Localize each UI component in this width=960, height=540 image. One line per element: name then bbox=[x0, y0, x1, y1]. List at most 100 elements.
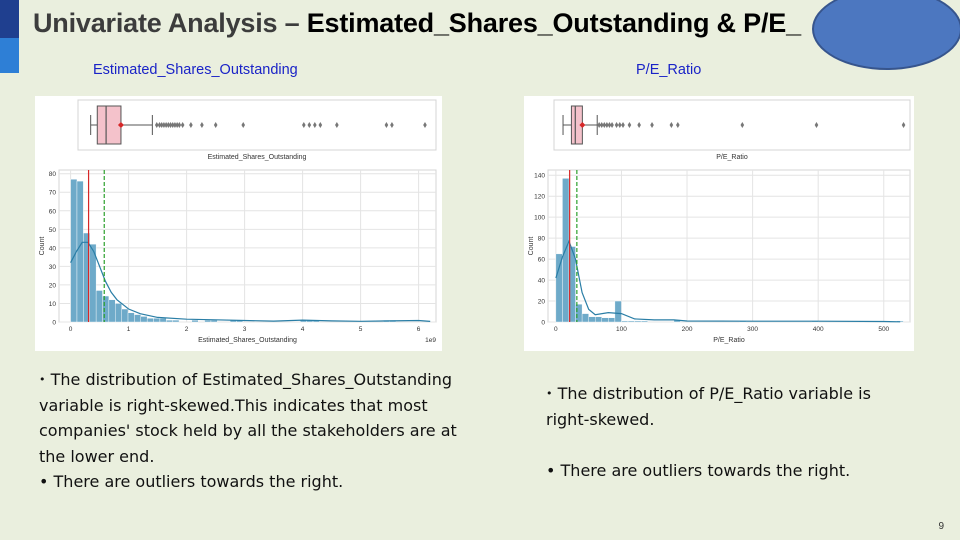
boxplot-outlier-point bbox=[814, 122, 819, 128]
kde-line bbox=[70, 241, 431, 322]
histogram-x-tick-label: 500 bbox=[878, 326, 889, 333]
title-prefix: Univariate Analysis – bbox=[33, 8, 300, 38]
histogram-x-tick-label: 300 bbox=[747, 326, 758, 333]
histogram-bar bbox=[588, 316, 596, 323]
histogram-bar bbox=[121, 308, 129, 323]
histogram-y-tick-label: 60 bbox=[49, 208, 57, 215]
histogram-bar bbox=[127, 312, 135, 323]
accent-bar-dark bbox=[0, 0, 19, 38]
histogram-bar bbox=[102, 295, 110, 323]
histogram-bar bbox=[95, 290, 103, 323]
boxplot-outlier-point bbox=[637, 122, 641, 128]
histogram-y-tick-label: 60 bbox=[538, 257, 546, 264]
histogram-bar bbox=[204, 319, 212, 323]
histogram-bar bbox=[627, 320, 635, 323]
histogram-y-tick-label: 120 bbox=[534, 194, 545, 201]
histogram-x-tick-label: 3 bbox=[243, 326, 247, 333]
boxplot-outlier-point bbox=[200, 122, 204, 128]
boxplot-outlier-point bbox=[423, 122, 427, 128]
decorative-oval bbox=[812, 0, 960, 70]
histogram-x-tick-label: 200 bbox=[682, 326, 693, 333]
histogram-bar bbox=[621, 320, 629, 323]
histogram-x-tick-label: 100 bbox=[616, 326, 627, 333]
boxplot-outlier-point bbox=[173, 122, 177, 128]
histogram-y-tick-label: 20 bbox=[538, 299, 546, 306]
kde-line bbox=[555, 239, 901, 323]
histogram-bar bbox=[115, 303, 122, 323]
boxplot-outlier-point bbox=[189, 122, 193, 128]
boxplot-outlier-point bbox=[241, 122, 246, 128]
boxplot-outlier-point bbox=[213, 122, 218, 128]
chart-panel-pe: P/E_Ratio 0 20 40 60 80 100 120 140 0 100 200 300 400… bbox=[524, 96, 914, 351]
histogram-y-tick-label: 80 bbox=[538, 236, 546, 243]
left-bullet-1-text: The distribution of Estimated_Shares_Out… bbox=[39, 370, 457, 466]
histogram-bar bbox=[634, 320, 642, 323]
boxplot-outlier-point bbox=[313, 122, 317, 128]
boxplot-mean-marker bbox=[579, 122, 586, 128]
histogram-bar bbox=[70, 179, 78, 323]
left-bullet-2: • There are outliers towards the right. bbox=[39, 472, 344, 491]
boxplot-xlabel: Estimated_Shares_Outstanding bbox=[208, 154, 307, 161]
histogram-x-tick-label: 0 bbox=[554, 326, 558, 333]
right-bullet-1-text: The distribution of P/E_Ratio variable i… bbox=[546, 384, 871, 429]
histogram-ylabel: Count bbox=[39, 237, 46, 256]
boxplot-xlabel: P/E_Ratio bbox=[716, 154, 748, 161]
left-chart-subtitle: Estimated_Shares_Outstanding bbox=[93, 62, 298, 78]
boxplot-outlier-point bbox=[621, 122, 625, 128]
histogram-y-tick-label: 80 bbox=[49, 171, 57, 178]
page-number: 9 bbox=[938, 521, 944, 532]
right-bullet-2-text: There are outliers towards the right. bbox=[560, 460, 851, 480]
boxplot-outlier-point bbox=[164, 122, 168, 128]
histogram-y-tick-label: 70 bbox=[49, 190, 57, 197]
boxplot-outlier-point bbox=[162, 122, 166, 128]
histogram-x-tick-label: 0 bbox=[69, 326, 73, 333]
left-bullets: • The distribution of Estimated_Shares_O… bbox=[39, 367, 459, 495]
left-bullet-1: • The distribution of Estimated_Shares_O… bbox=[39, 370, 457, 466]
histogram-x-tick-label: 4 bbox=[301, 326, 305, 333]
histogram-bar bbox=[134, 314, 141, 323]
histogram-bar bbox=[76, 180, 84, 323]
histogram-xlabel: Estimated_Shares_Outstanding bbox=[198, 337, 297, 344]
histogram-y-tick-label: 20 bbox=[49, 282, 57, 289]
histogram-y-tick-label: 40 bbox=[49, 245, 57, 252]
histogram-y-tick-label: 0 bbox=[52, 320, 56, 327]
histogram-y-tick-label: 30 bbox=[49, 264, 57, 271]
boxplot-outlier-point bbox=[650, 122, 654, 128]
histogram-y-tick-label: 50 bbox=[49, 227, 57, 234]
boxplot-outlier-point bbox=[180, 122, 185, 128]
histogram-bar bbox=[595, 316, 602, 323]
boxplot-outlier-point bbox=[602, 122, 607, 128]
histogram-bar bbox=[172, 319, 180, 323]
histogram-bar bbox=[614, 300, 622, 323]
histogram-bar bbox=[108, 299, 116, 323]
slide-title: Univariate Analysis – Estimated_Shares_O… bbox=[33, 8, 801, 39]
histogram-x-tick-label: 6 bbox=[417, 326, 421, 333]
boxplot-outlier-point bbox=[166, 122, 171, 128]
right-bullet-2: • There are outliers towards the right. bbox=[546, 460, 851, 480]
boxplot-outlier-point bbox=[669, 122, 674, 128]
histogram-y-tick-label: 0 bbox=[541, 320, 545, 327]
histogram-bar bbox=[608, 317, 616, 323]
boxplot-outlier-point bbox=[335, 122, 339, 128]
boxplot-outlier-point bbox=[617, 122, 622, 128]
boxplot-outlier-point bbox=[170, 122, 175, 128]
boxplot-outlier-point bbox=[177, 122, 182, 128]
histogram-frame bbox=[58, 169, 437, 323]
chart-pe-ratio: P/E_Ratio 0 20 40 60 80 100 120 140 0 100 200 300 400… bbox=[528, 99, 911, 344]
histogram-x-tick-label: 2 bbox=[185, 326, 189, 333]
right-bullets: • The distribution of P/E_Ratio variable… bbox=[546, 381, 916, 483]
title-subject: Estimated_Shares_Outstanding & P/E_ bbox=[299, 8, 801, 38]
histogram-bar bbox=[89, 243, 97, 323]
histogram-x-tick-label: 400 bbox=[813, 326, 824, 333]
histogram-y-tick-label: 10 bbox=[49, 301, 57, 308]
histogram-ylabel: Count bbox=[528, 237, 535, 256]
boxplot-outlier-point bbox=[676, 122, 680, 128]
boxplot-outlier-point bbox=[610, 122, 614, 128]
histogram-x-tick-label: 1 bbox=[127, 326, 131, 333]
boxplot-outlier-point bbox=[159, 122, 164, 128]
histogram-bar bbox=[153, 318, 161, 323]
boxplot-mean-marker bbox=[117, 122, 124, 128]
histogram-bar bbox=[146, 318, 154, 323]
left-bullet-2-text: There are outliers towards the right. bbox=[53, 472, 344, 491]
boxplot-outlier-point bbox=[599, 122, 604, 128]
